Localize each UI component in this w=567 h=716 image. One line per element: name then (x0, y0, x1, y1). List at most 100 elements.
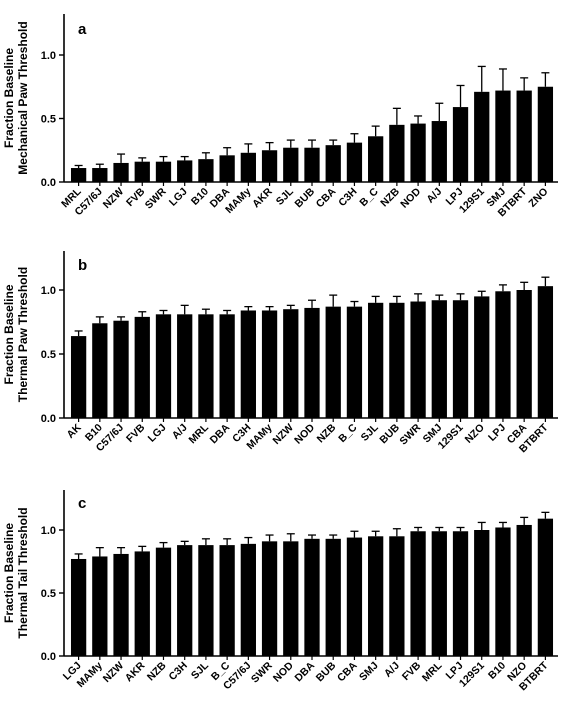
y-tick-label: 0.5 (41, 349, 56, 361)
y-axis-label: Fraction Baseline (2, 284, 16, 384)
bar (389, 302, 405, 418)
bar (113, 162, 129, 182)
bar (537, 86, 554, 182)
x-tick-label: A/J (382, 660, 402, 680)
bar (92, 168, 108, 182)
x-tick-label: A/J (424, 186, 444, 206)
bar (304, 147, 320, 182)
x-tick-label: MRL (420, 659, 445, 684)
y-tick-label: 1.0 (41, 50, 56, 62)
x-tick-label: CBA (314, 185, 339, 210)
bar (134, 161, 150, 182)
y-tick-label: 0.0 (41, 177, 56, 189)
x-tick-label: FVB (400, 659, 424, 683)
y-axis-label: Fraction Baseline (2, 48, 16, 148)
chart-panel-a: a 0.0 0.5 1.0 Fraction Baseline Mechanical Pa… (2, 14, 558, 219)
x-tick-label: SMJ (357, 660, 381, 684)
bar (325, 538, 341, 656)
bar (346, 306, 363, 418)
bar (410, 301, 426, 418)
chart-panel-c: c 0.0 0.5 1.0 Fraction Baseline Thermal Tail … (2, 490, 558, 693)
y-tick-label: 0.5 (41, 588, 56, 600)
x-tick-label: AKR (250, 185, 275, 210)
bar (198, 545, 214, 656)
x-tick-label: BUB (293, 185, 318, 210)
bar (219, 155, 235, 182)
x-tick-label: LGJ (146, 422, 169, 445)
bar (495, 90, 511, 182)
bar (283, 541, 299, 656)
bar (452, 531, 469, 656)
bar (283, 309, 299, 418)
bar (134, 551, 150, 656)
bar (177, 160, 193, 182)
panel-letter: c (78, 495, 86, 512)
x-tick-label: LGJ (167, 186, 190, 209)
bar (410, 123, 426, 182)
x-tick-label: CBA (335, 659, 360, 684)
x-tick-label: SJL (274, 185, 297, 208)
bar (495, 291, 511, 418)
y-axis-label: Mechanical Paw Threshold (16, 21, 30, 174)
y-axis-label: Thermal Paw Threshold (16, 267, 30, 402)
bar (368, 136, 384, 182)
bar (325, 306, 341, 418)
bar (155, 547, 172, 656)
bar (198, 314, 214, 418)
bar (219, 545, 235, 656)
bar (516, 524, 532, 656)
bar (346, 142, 363, 182)
x-tick-label: ZNO (526, 186, 550, 210)
bar (70, 336, 87, 418)
x-tick-label: B10 (189, 186, 211, 208)
x-tick-label: AKR (123, 659, 148, 684)
bar (368, 536, 384, 656)
x-tick-label: SWR (249, 659, 275, 685)
bar (346, 537, 363, 656)
bar (389, 536, 405, 656)
y-axis-label: Fraction Baseline (2, 523, 16, 623)
x-tick-label: C3H (166, 660, 189, 683)
bar (261, 150, 278, 182)
x-tick-label: SJL (359, 421, 382, 444)
bar (134, 316, 150, 418)
x-tick-label: BUB (314, 659, 339, 684)
bar (304, 307, 320, 418)
bar (474, 530, 490, 656)
bar (452, 300, 469, 418)
bar (92, 556, 108, 656)
x-tick-label: MRL (186, 421, 211, 446)
x-tick-label: NZB (315, 421, 339, 445)
x-tick-label: B10 (486, 660, 508, 682)
x-tick-label: SWR (397, 421, 423, 447)
bar (537, 286, 554, 418)
bar (304, 538, 320, 656)
bar (261, 541, 278, 656)
x-tick-label: NZW (101, 186, 126, 211)
x-tick-label: C3H (336, 186, 359, 209)
bar (389, 124, 405, 182)
chart-panel-b: b 0.0 0.5 1.0 Fraction Baseline Thermal Paw T… (2, 251, 558, 455)
bar (368, 302, 384, 418)
bar (516, 290, 532, 418)
panel-letter: a (78, 21, 87, 38)
x-tick-label: NZW (101, 660, 126, 685)
bar (113, 320, 129, 418)
y-tick-label: 0.5 (41, 114, 56, 126)
bar (474, 91, 490, 182)
y-tick-label: 0.0 (41, 413, 56, 425)
panel-letter: b (78, 257, 87, 274)
x-tick-label: NZW (271, 422, 296, 447)
x-tick-label: SWR (143, 185, 169, 211)
bar (431, 121, 447, 182)
bar (155, 314, 172, 418)
y-axis-label: Thermal Tail Threshold (16, 507, 30, 638)
x-tick-label: NOD (398, 185, 423, 210)
bar (177, 545, 193, 656)
bar (219, 314, 235, 418)
x-tick-label: NZB (145, 659, 169, 683)
bar (177, 314, 193, 418)
bar (283, 147, 299, 182)
